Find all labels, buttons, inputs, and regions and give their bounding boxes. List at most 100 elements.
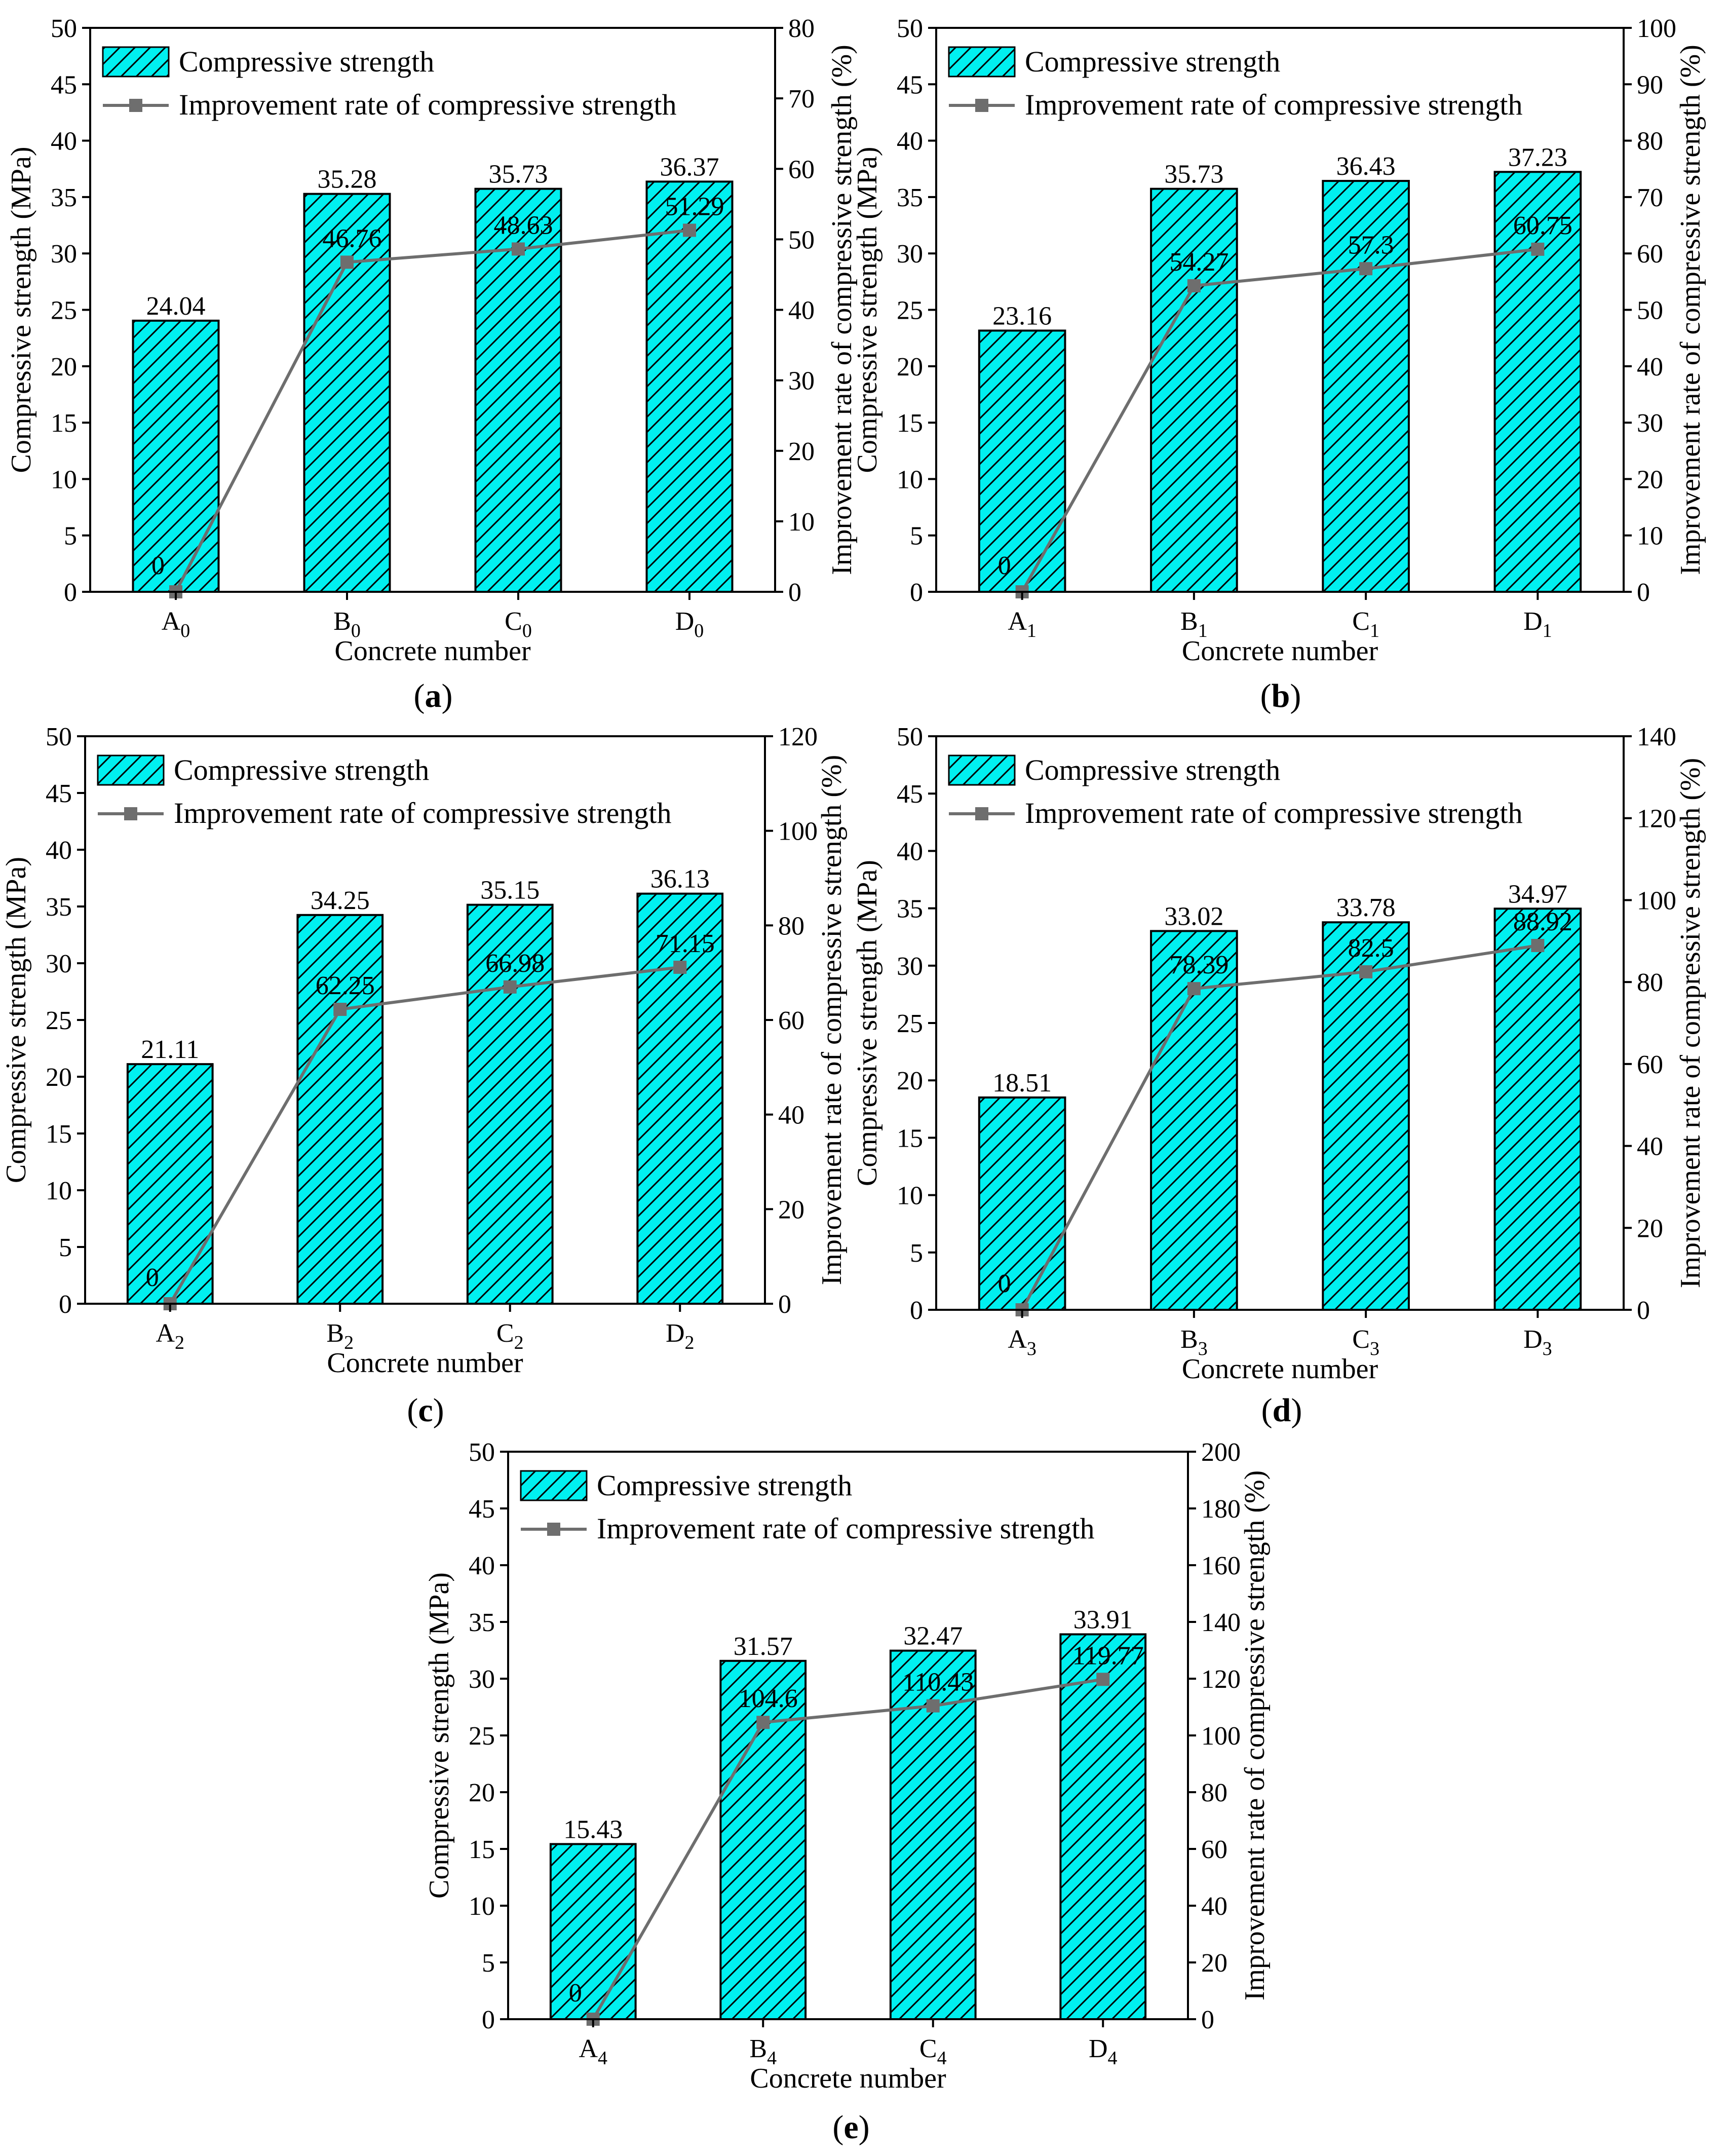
left-tick-label: 25: [897, 1009, 923, 1038]
legend-bar-label: Compressive strength: [174, 753, 429, 786]
bar-value-label: 36.37: [660, 153, 719, 181]
bar-a: [132, 319, 220, 593]
chart-panel-e: 15.43 31.57 32.47 33.91 0 104.6 110.43 119.77 0 5…: [424, 1438, 1271, 2146]
x-tick-label: D2: [666, 1319, 695, 1353]
left-tick-label: 0: [910, 578, 923, 607]
improvement-rate-label: 82.5: [1348, 934, 1394, 963]
improvement-rate-label: 46.76: [323, 224, 382, 253]
right-tick-label: 80: [1201, 1779, 1227, 1807]
improvement-rate-label: 0: [569, 1979, 582, 2008]
improvement-rate-line: [169, 965, 680, 1305]
bar-value-label: 35.15: [480, 876, 540, 905]
improvement-rate-label: 71.15: [656, 929, 715, 958]
right-tick-label: 100: [1201, 1722, 1241, 1751]
left-tick-label: 50: [469, 1438, 495, 1467]
improvement-rate-marker: [1531, 939, 1545, 953]
left-tick-label: 45: [46, 779, 72, 808]
right-tick-label: 20: [788, 437, 815, 466]
left-tick-label: 50: [897, 14, 923, 43]
legend-line-label: Improvement rate of compressive strength: [597, 1512, 1094, 1545]
left-tick-label: 20: [46, 1063, 72, 1092]
right-tick-label: 50: [788, 225, 815, 254]
chart-panel-a: 24.04 35.28 35.73 36.37 0 46.76 48.63 51.29 0 5 10…: [6, 14, 858, 714]
improvement-rate-marker: [756, 1716, 770, 1729]
bar-b: [303, 193, 391, 593]
right-tick-label: 80: [788, 14, 815, 43]
bar-value-label: 18.51: [992, 1069, 1052, 1098]
improvement-rate-label: 119.77: [1072, 1641, 1144, 1670]
x-tick-label: D1: [1523, 607, 1552, 641]
left-axis-title: Compressive strength (MPa): [6, 147, 37, 473]
right-tick-label: 20: [778, 1195, 804, 1224]
left-tick-label: 10: [897, 1182, 923, 1211]
bar-value-label: 32.47: [903, 1622, 963, 1651]
right-tick-label: 0: [1637, 1296, 1650, 1325]
x-axis-title: Concrete number: [334, 635, 531, 667]
bar-value-label: 15.43: [563, 1815, 623, 1844]
improvement-rate-label: 57.3: [1348, 231, 1394, 259]
left-axis-title: Compressive strength (MPa): [1, 857, 32, 1183]
legend-line-marker: [124, 807, 137, 820]
right-tick-label: 120: [778, 723, 818, 751]
left-tick-label: 15: [897, 1124, 923, 1153]
right-axis-title: Improvement rate of compressive strength…: [826, 45, 858, 575]
improvement-rate-marker: [1096, 1673, 1110, 1686]
chart-panel-c: 21.11 34.25 35.15 36.13 0 62.25 66.98 71.15 0 5 10…: [1, 723, 848, 1429]
legend-bar-swatch: [97, 754, 165, 786]
legend-bar-label: Compressive strength: [179, 45, 434, 78]
left-tick-label: 5: [910, 1239, 923, 1268]
improvement-rate-label: 0: [998, 551, 1011, 580]
left-tick-label: 5: [910, 522, 923, 551]
right-tick-label: 20: [1201, 1949, 1227, 1978]
x-tick-label: B1: [1180, 607, 1208, 641]
left-tick-label: 0: [59, 1290, 72, 1319]
x-tick-label: A4: [579, 2034, 607, 2069]
left-tick-label: 25: [46, 1006, 72, 1035]
left-tick-label: 35: [897, 183, 923, 212]
bar-a: [549, 1843, 637, 2020]
left-tick-label: 45: [51, 70, 77, 99]
right-tick-label: 60: [1637, 240, 1663, 269]
left-axis-title: Compressive strength (MPa): [424, 1572, 455, 1899]
right-tick-label: 0: [778, 1290, 791, 1319]
legend-line-label: Improvement rate of compressive strength: [1025, 797, 1522, 829]
right-tick-label: 30: [1637, 409, 1663, 438]
improvement-rate-label: 104.6: [739, 1684, 798, 1713]
left-axis-title: Compressive strength (MPa): [852, 860, 883, 1186]
bar-value-label: 24.04: [146, 292, 206, 321]
left-tick-label: 35: [46, 893, 72, 922]
left-axis-title: Compressive strength (MPa): [852, 147, 883, 473]
right-tick-label: 120: [1201, 1665, 1241, 1694]
x-tick-label: A3: [1008, 1325, 1036, 1359]
improvement-rate-marker: [1187, 279, 1201, 292]
bar-d: [1493, 907, 1582, 1311]
improvement-rate-label: 48.63: [494, 211, 553, 240]
right-tick-label: 60: [1637, 1050, 1663, 1079]
chart-panel-b: 23.16 35.73 36.43 37.23 0 54.27 57.3 60.75 0 5 10 1…: [852, 14, 1706, 714]
left-tick-label: 30: [46, 950, 72, 978]
improvement-rate-marker: [1531, 242, 1545, 256]
left-tick-label: 50: [897, 723, 923, 751]
improvement-rate-label: 60.75: [1513, 211, 1572, 240]
legend-bar-swatch: [102, 46, 170, 78]
right-tick-label: 200: [1201, 1438, 1241, 1467]
right-tick-label: 20: [1637, 1214, 1663, 1243]
right-tick-label: 140: [1201, 1608, 1241, 1637]
improvement-rate-label: 0: [998, 1269, 1011, 1298]
x-tick-label: A1: [1008, 607, 1036, 641]
left-tick-label: 0: [64, 578, 77, 607]
right-tick-label: 40: [1637, 353, 1663, 382]
left-tick-label: 10: [51, 465, 77, 494]
right-tick-label: 0: [1201, 2006, 1214, 2034]
right-tick-label: 160: [1201, 1552, 1241, 1580]
improvement-rate-label: 88.92: [1513, 907, 1572, 936]
right-tick-label: 40: [788, 296, 815, 325]
left-tick-label: 30: [469, 1665, 495, 1694]
improvement-rate-marker: [1359, 262, 1373, 276]
bar-c: [1322, 180, 1410, 593]
left-tick-label: 10: [897, 465, 923, 494]
left-tick-label: 15: [469, 1835, 495, 1864]
left-tick-label: 5: [64, 522, 77, 551]
bar-c: [1322, 921, 1410, 1311]
